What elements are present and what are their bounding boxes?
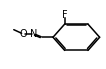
Text: O: O — [20, 29, 27, 39]
Text: N: N — [30, 29, 38, 39]
Text: F: F — [62, 10, 68, 20]
